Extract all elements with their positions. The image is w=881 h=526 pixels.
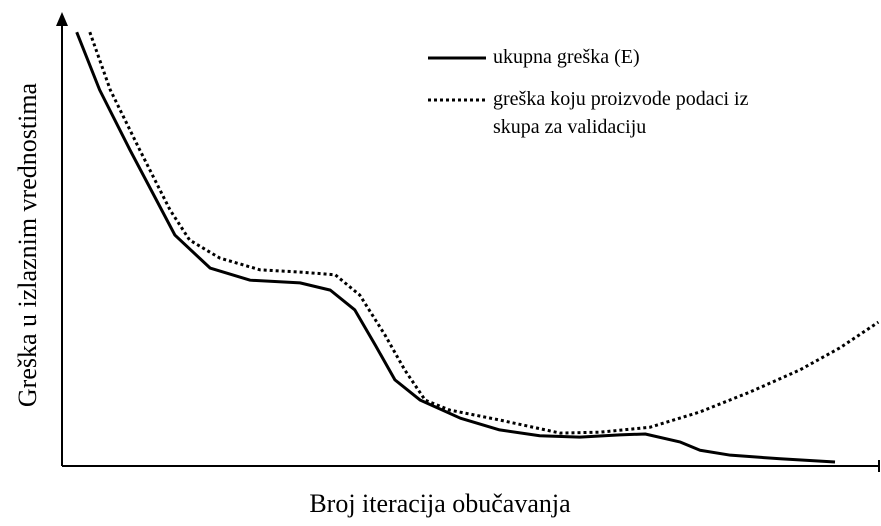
legend-label: ukupna greška (E) xyxy=(493,46,640,68)
x-axis-label: Broj iteracija obučavanja xyxy=(309,489,571,518)
legend-label: greška koju proizvode podaci iz skupa za… xyxy=(493,88,749,138)
y-axis-label: Greška u izlaznim vrednostima xyxy=(13,82,42,407)
series-line xyxy=(75,31,836,464)
y-axis-arrow xyxy=(56,12,68,26)
